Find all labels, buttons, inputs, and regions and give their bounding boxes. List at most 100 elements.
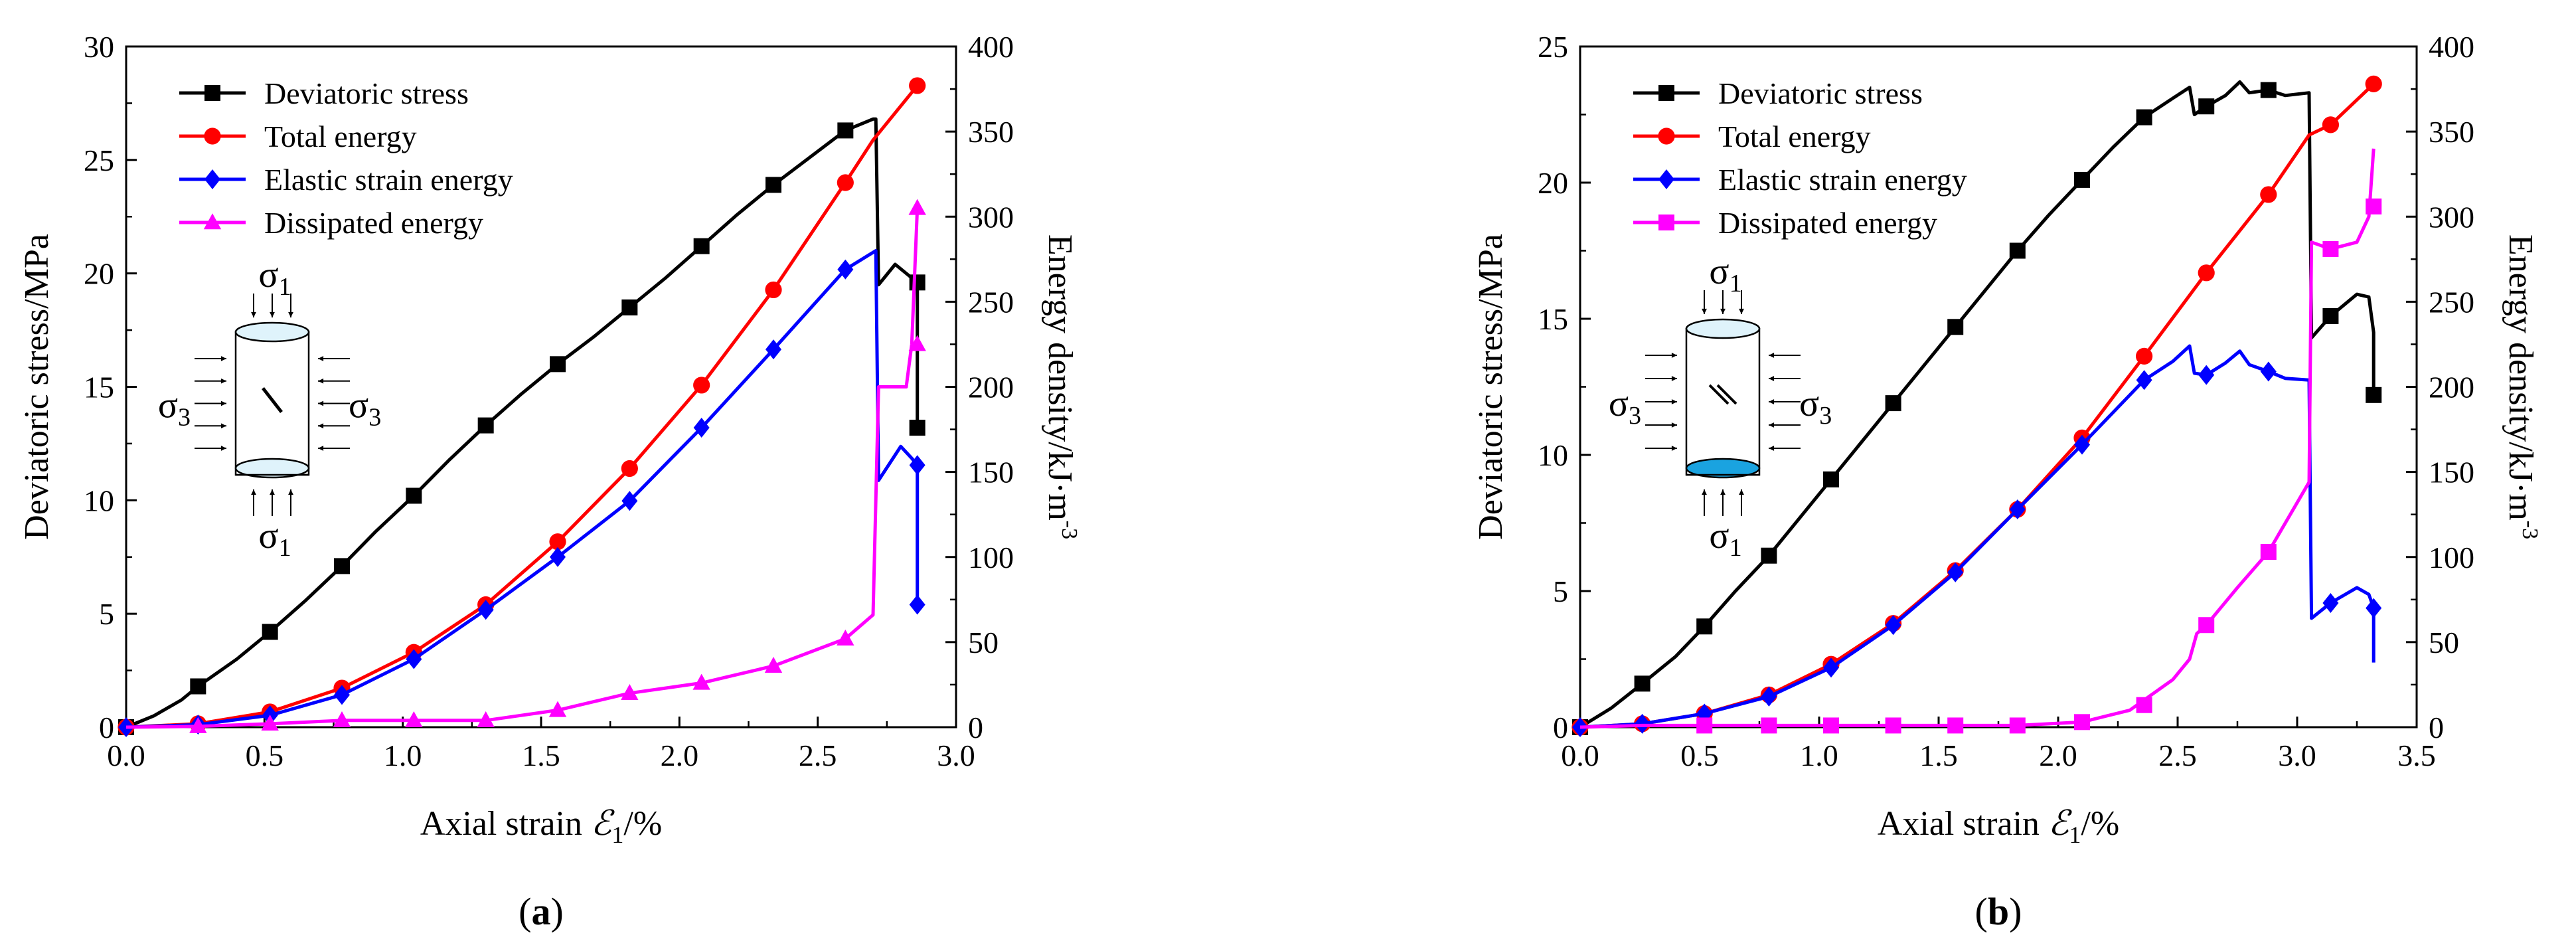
panel-a-y-right-tick-label: 250 [968, 285, 1014, 319]
panel-b-y-right-tick-label: 350 [2429, 115, 2474, 149]
panel-a-specimen-body [234, 331, 310, 476]
panel-b-x-tick-label: 1.5 [1919, 738, 1958, 772]
panel-b-x-tick-label: 2.5 [2158, 738, 2197, 772]
panel-a-dissipated-energy-point [908, 335, 926, 351]
panel-b-y-left-tick-label: 20 [1538, 166, 1568, 200]
panel-a-sigma-3-label: σ3 [158, 385, 191, 432]
panel-b-specimen-bottom-face [1685, 458, 1761, 479]
panel-b-deviatoric-stress-point [2198, 98, 2215, 115]
panel-a-stress-arrowhead [220, 400, 226, 406]
panel-a-elastic-strain-energy-point [765, 339, 781, 360]
panel-b-series-deviatoric-stress [1572, 80, 2382, 735]
panel-a-stress-arrowhead [318, 446, 324, 451]
panel-a-y-left-tick-label: 25 [84, 143, 114, 177]
panel-b-dissipated-energy-point [1885, 717, 1901, 734]
panel-a-dissipated-energy-line [125, 208, 920, 729]
panel-a-series-dissipated-energy [125, 199, 926, 733]
panel-a-x-tick-label: 1.5 [522, 738, 560, 772]
panel-b-specimen-crack [1708, 384, 1730, 405]
panel-a-legend-swatch-marker [204, 85, 220, 101]
panel-b-y-right-tick-label: 0 [2429, 711, 2444, 744]
panel-b-y-right-tick-label: 200 [2429, 371, 2474, 404]
panel-a-legend-swatch-marker [203, 213, 222, 230]
panel-a-y-right-tick-label: 0 [968, 711, 983, 744]
panel-a-stress-arrowhead [220, 423, 226, 429]
panel-b-legend-swatch-marker [1658, 128, 1675, 145]
panel-a-total-energy-point [549, 533, 566, 551]
panel-a-series-deviatoric-stress [118, 117, 926, 735]
panel-a-deviatoric-stress-point [550, 356, 566, 373]
panel-a-legend-label: Elastic strain energy [264, 163, 513, 197]
panel-a-legend-label: Dissipated energy [264, 206, 483, 240]
panel-b-stress-arrowhead [1702, 489, 1707, 495]
panel-b-sigma-1-label: σ1 [1709, 515, 1741, 562]
panel-b-dissipated-energy-point [2322, 240, 2339, 257]
panel-a-series-elastic-strain-energy [118, 249, 926, 737]
panel-a-elastic-strain-energy-point [334, 685, 350, 705]
panel-b-deviatoric-stress-point [2260, 82, 2277, 98]
panel-a-legend-item-dissipated-energy: Dissipated energy [179, 206, 483, 240]
panel-a-elastic-strain-energy-point [909, 455, 926, 475]
panel-b-legend-label: Dissipated energy [1718, 206, 1937, 240]
panel-a-legend-item-total-energy: Total energy [179, 120, 417, 153]
panel-b-stress-arrowhead [1671, 376, 1677, 381]
panel-b-deviatoric-stress-point [2322, 307, 2339, 324]
panel-b-total-energy-point [2365, 75, 2382, 92]
panel-b-legend-swatch-marker [1658, 169, 1674, 189]
panel-a-stress-arrowhead [288, 489, 293, 495]
panel-b-y-left-axis-title: Deviatoric stress/MPa [1472, 234, 1510, 540]
panel-a-x-tick-label: 3.0 [937, 738, 975, 772]
panel-a-sigma-1-label: σ1 [258, 515, 291, 562]
panel-b-y-right-tick-label: 250 [2429, 285, 2474, 319]
panel-b-elastic-strain-energy-point [1634, 713, 1650, 734]
panel-b-legend-label: Total energy [1718, 120, 1871, 153]
panel-b-stress-arrowhead [1671, 353, 1677, 358]
panel-a-stress-arrowhead [220, 356, 226, 361]
panel-a-dissipated-energy-point [261, 715, 279, 731]
panel-b-sigma-1-label: σ1 [1709, 251, 1741, 298]
panel-b-x-axis-title: Axial strain ℰ1/% [1878, 805, 2119, 848]
panel-b-legend: Deviatoric stress Total energy Elastic str… [1633, 76, 1967, 240]
panel-b-elastic-strain-energy-point [1885, 615, 1901, 636]
panel-a-stress-arrowhead [318, 356, 324, 361]
panel-b-total-energy-point [2322, 116, 2339, 133]
panel-a-stress-arrowhead [318, 400, 324, 406]
panel-b-x-tick-label: 0.5 [1680, 738, 1719, 772]
panel-b-series-elastic-strain-energy [1572, 344, 2382, 737]
panel-b-y-right-axis-title: Energy density/kJ·m-3 [2502, 234, 2542, 539]
panel-b-elastic-strain-energy-point [1947, 562, 1964, 582]
panel-a-total-energy-point [837, 174, 854, 191]
panel-a-y-left-tick-label: 20 [84, 257, 114, 291]
panel-b-total-energy-point [2260, 186, 2277, 203]
panel-a-specimen-bottom-face [234, 458, 310, 479]
panel-a-stress-arrowhead [251, 489, 256, 495]
panel-a-dissipated-energy-point [764, 656, 783, 673]
panel-b-stress-arrowhead [1671, 399, 1677, 404]
panel-a-deviatoric-stress-point [190, 678, 206, 695]
panel-a-deviatoric-stress-point [837, 122, 854, 139]
panel-b-deviatoric-stress-point [2074, 171, 2090, 188]
panel-a-y-right-tick-label: 300 [968, 200, 1014, 234]
panel-b-dissipated-energy-point [2009, 717, 2026, 734]
panel-a-sigma-3-label: σ3 [349, 385, 381, 432]
panel-b-stress-arrowhead [1739, 308, 1744, 314]
panel-a-stress-arrowhead [318, 378, 324, 384]
panel-a-y-left-tick-label: 0 [99, 711, 114, 744]
panel-a-deviatoric-stress-point [909, 274, 926, 291]
panel-b-deviatoric-stress-point [1885, 395, 1901, 412]
panel-b-stress-arrowhead [1769, 376, 1775, 381]
panel-b-x-tick-label: 2.0 [2039, 738, 2077, 772]
panel-b-total-energy-point [2198, 264, 2215, 282]
panel-b-dissipated-energy-line [1579, 148, 2375, 729]
panel-b-y-right-tick-label: 150 [2429, 456, 2474, 489]
panel-a-dissipated-energy-point [477, 711, 495, 727]
panel-b-elastic-strain-energy-point [2366, 598, 2382, 618]
panel-b-specimen-top-face [1685, 318, 1761, 339]
panel-b-dissipated-energy-point [1761, 717, 1777, 734]
panel-a-dissipated-energy-point [908, 199, 926, 215]
panel-a-dissipated-energy-point [837, 629, 854, 646]
panel-b-y-right-tick-label: 400 [2429, 30, 2474, 64]
panel-a-total-energy-point [621, 460, 638, 477]
panel-b-legend-swatch-marker [1658, 85, 1674, 101]
panel-a-total-energy-point [765, 281, 782, 299]
